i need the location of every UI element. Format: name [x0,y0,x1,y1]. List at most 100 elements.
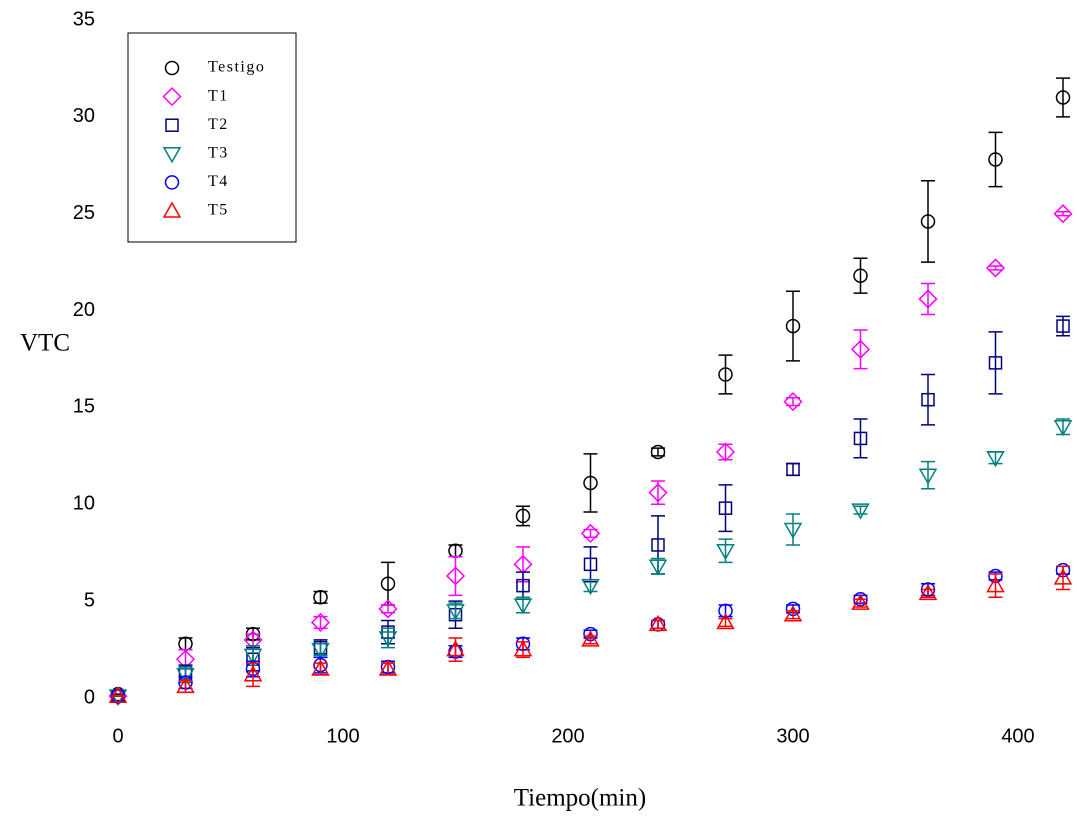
error-bar [853,505,868,515]
error-bar-line [786,290,800,362]
error-bar [786,462,800,476]
marker [986,451,1005,468]
marker [313,590,328,605]
error-bar [583,453,598,513]
error-bar [516,571,530,600]
error-bar-line [786,462,800,476]
error-bar-line [718,443,733,461]
marker [583,475,598,491]
error-bar [448,555,463,597]
marker [716,612,735,630]
error-bar [381,561,395,606]
marker [176,676,195,694]
error-bar-line [1056,315,1070,337]
error-bar-line [921,588,935,599]
x-tick-label: 200 [551,725,584,747]
error-bar [921,588,935,599]
marker [853,268,868,283]
marker [786,462,800,477]
error-bar [583,635,598,645]
error-bar [786,610,800,620]
marker [581,630,600,647]
error-bar-line [853,598,868,608]
marker [513,640,533,657]
marker [718,501,733,515]
marker [985,258,1006,278]
error-bar-line [921,282,935,316]
error-bar [921,282,935,316]
error-bar [1056,211,1070,217]
marker [783,605,803,622]
error-bar-line [718,484,733,533]
marker [164,60,180,76]
marker [378,659,398,676]
marker [164,175,180,190]
error-bar-line [988,331,1003,395]
y-tick-label: 10 [73,493,95,515]
marker [853,431,868,446]
error-bar-line [853,257,868,294]
error-bar [313,615,328,630]
marker [850,339,871,359]
error-bar-line [853,418,868,459]
marker [988,152,1003,167]
error-bar-line [988,131,1003,188]
error-bar-line [853,329,868,370]
error-bar-line [583,635,598,645]
error-bar-line [1056,77,1070,118]
marker [783,392,803,412]
marker [515,508,531,524]
error-bar [718,484,733,533]
y-axis-label: VTC [20,330,70,357]
error-bar-line [921,180,935,263]
marker [516,578,530,593]
marker [176,668,195,685]
error-bar-line [718,354,733,395]
y-tick-label: 5 [84,589,95,611]
marker [920,214,936,229]
y-tick-label: 15 [73,396,95,418]
error-bar-line [313,615,328,630]
error-bar-line [448,555,463,597]
marker [311,642,330,660]
marker [580,523,601,543]
marker [378,631,398,648]
marker [648,559,668,576]
marker [986,576,1005,593]
error-bar-line [516,571,530,600]
y-tick-label: 0 [84,686,95,708]
error-bar [651,619,665,630]
error-bar [853,598,868,608]
marker [1053,204,1073,224]
legend-label: T2 [208,116,229,133]
marker [648,614,668,632]
x-tick-label: 400 [1001,725,1034,747]
marker [918,468,938,485]
error-bar [786,513,800,546]
x-tick-label: 0 [112,725,123,747]
marker [716,544,735,561]
error-bar [651,447,665,457]
marker [243,665,263,682]
x-axis-label: Tiempo(min) [514,785,646,812]
error-bar [853,257,868,294]
marker [718,603,733,619]
marker [988,356,1003,370]
marker [851,503,870,520]
y-tick-label: 25 [73,202,95,224]
marker [651,538,665,552]
marker [650,444,666,460]
error-bar [718,617,733,628]
x-tick-label: 300 [776,725,809,747]
error-bar [583,546,598,583]
error-bar-line [651,619,665,630]
error-bar [786,290,800,362]
marker [1053,568,1073,585]
error-bar-line [786,610,800,620]
marker [718,367,733,382]
legend-label: T5 [208,202,229,219]
marker [162,147,182,164]
marker [445,566,466,586]
error-bar-line [921,373,935,426]
legend-label: T4 [208,173,229,190]
